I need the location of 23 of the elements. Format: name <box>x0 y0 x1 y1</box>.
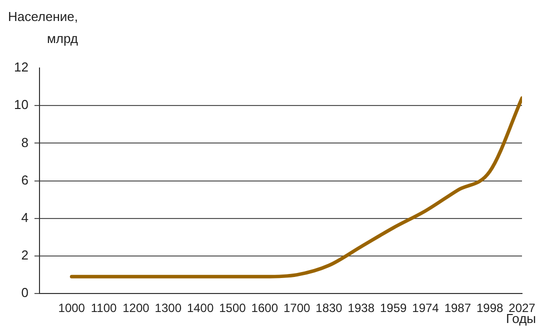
y-tick-label: 6 <box>21 172 28 188</box>
x-tick-label: 1200 <box>122 301 150 316</box>
x-tick-label: 1500 <box>219 301 246 316</box>
y-tick-label: 4 <box>21 210 28 225</box>
y-axis-title: Население, млрд <box>8 8 78 48</box>
x-tick-label: 1000 <box>58 301 86 316</box>
x-tick-label: 1400 <box>186 301 214 316</box>
x-tick-label: 1300 <box>154 301 182 316</box>
y-tick-label: 2 <box>21 248 28 263</box>
y-tick-label: 12 <box>14 60 28 75</box>
x-tick-label: 1959 <box>380 301 407 316</box>
x-tick-label: 1938 <box>348 301 375 316</box>
x-tick-label: 1830 <box>316 301 343 316</box>
x-tick-label: 1700 <box>283 301 310 316</box>
x-tick-label: 1998 <box>476 301 504 316</box>
x-tick-label: 1987 <box>444 301 472 316</box>
y-tick-label: 0 <box>21 285 28 300</box>
x-tick-label: 1100 <box>90 301 118 316</box>
x-tick-label: 1600 <box>251 301 278 316</box>
x-tick-label: 1974 <box>412 301 440 316</box>
line-series <box>70 96 522 278</box>
y-tick-label: 10 <box>14 97 28 112</box>
y-tick-label: 8 <box>21 134 28 150</box>
